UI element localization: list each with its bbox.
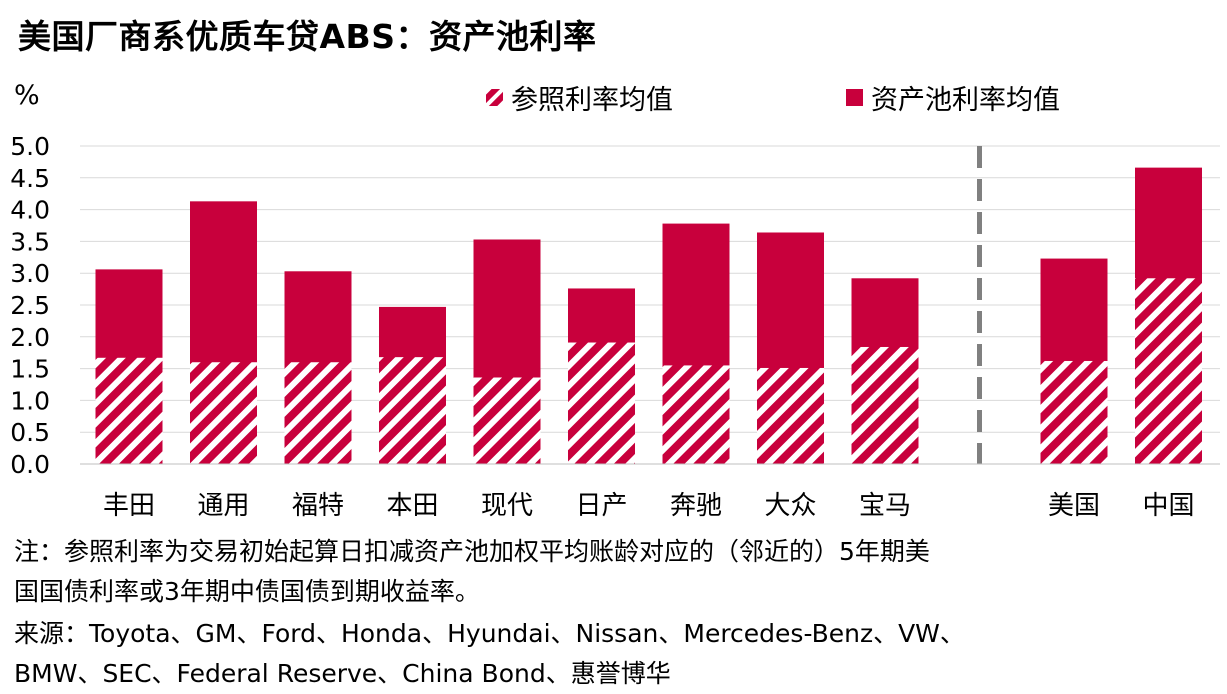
y-tick-label: 2.0 xyxy=(10,323,50,352)
grid-lines xyxy=(80,145,1220,465)
x-category-label: 日产 xyxy=(575,491,627,521)
y-tick-label: 0.5 xyxy=(10,418,50,447)
bars xyxy=(95,167,1202,464)
source-line-2: BMW、SEC、Federal Reserve、China Bond、惠誉博华 xyxy=(14,659,671,688)
y-tick-label: 5.0 xyxy=(10,132,50,161)
x-category-label: 通用 xyxy=(197,491,249,521)
bar-reference-5 xyxy=(568,342,635,464)
source-line-1: 来源：Toyota、GM、Ford、Honda、Hyundai、Nissan、M… xyxy=(14,619,965,648)
bar-reference-4 xyxy=(473,377,541,464)
x-category-label: 丰田 xyxy=(103,491,155,521)
legend-label-pool: 资产池利率均值 xyxy=(871,85,1060,116)
x-category-label: 大众 xyxy=(764,491,816,521)
bar-reference-7 xyxy=(757,367,824,464)
y-tick-label: 4.0 xyxy=(10,196,50,225)
axes: 0.0 0.5 1.01.5 2.0 2.5 3.0 3.54.0 4.5 5.0 丰田 通用 福特 本… xyxy=(10,132,1220,521)
chart-title: 美国厂商系优质车贷ABS：资产池利率 xyxy=(18,17,597,56)
y-tick-label: 3.0 xyxy=(10,259,50,288)
hatched-swatch-icon xyxy=(486,89,503,106)
bar-reference-1 xyxy=(190,362,257,464)
bar-reference-6 xyxy=(662,365,730,464)
bar-reference-0 xyxy=(95,357,163,464)
x-category-label: 奔驰 xyxy=(670,491,722,521)
legend-item-reference: 参照利率均值 xyxy=(486,78,673,117)
solid-swatch-icon xyxy=(846,89,863,106)
y-axis-unit: % xyxy=(14,80,40,111)
y-tick-label: 1.5 xyxy=(10,355,50,384)
bar-reference-9 xyxy=(1040,360,1108,464)
x-category-label: 美国 xyxy=(1048,491,1100,521)
bar-reference-2 xyxy=(284,362,352,464)
x-category-label: 现代 xyxy=(481,491,533,521)
note-line-2: 国国债利率或3年期中债国债到期收益率。 xyxy=(14,577,480,606)
y-tick-label: 2.5 xyxy=(10,291,50,320)
x-category-label: 宝马 xyxy=(859,491,911,521)
legend-item-pool: 资产池利率均值 xyxy=(846,78,1060,117)
x-category-label: 中国 xyxy=(1142,491,1194,521)
bar-reference-8 xyxy=(851,346,919,464)
x-category-label: 福特 xyxy=(292,491,344,521)
x-category-label: 本田 xyxy=(386,491,438,521)
bar-reference-10 xyxy=(1135,278,1202,464)
y-tick-label: 0.0 xyxy=(10,450,50,479)
note-line-1: 注：参照利率为交易初始起算日扣减资产池加权平均账龄对应的（邻近的）5年期美 xyxy=(14,537,930,566)
y-tick-label: 1.0 xyxy=(10,386,50,415)
y-tick-label: 3.5 xyxy=(10,227,50,256)
bar-reference-3 xyxy=(379,357,446,464)
legend-label-reference: 参照利率均值 xyxy=(511,85,673,116)
y-tick-label: 4.5 xyxy=(10,164,50,193)
